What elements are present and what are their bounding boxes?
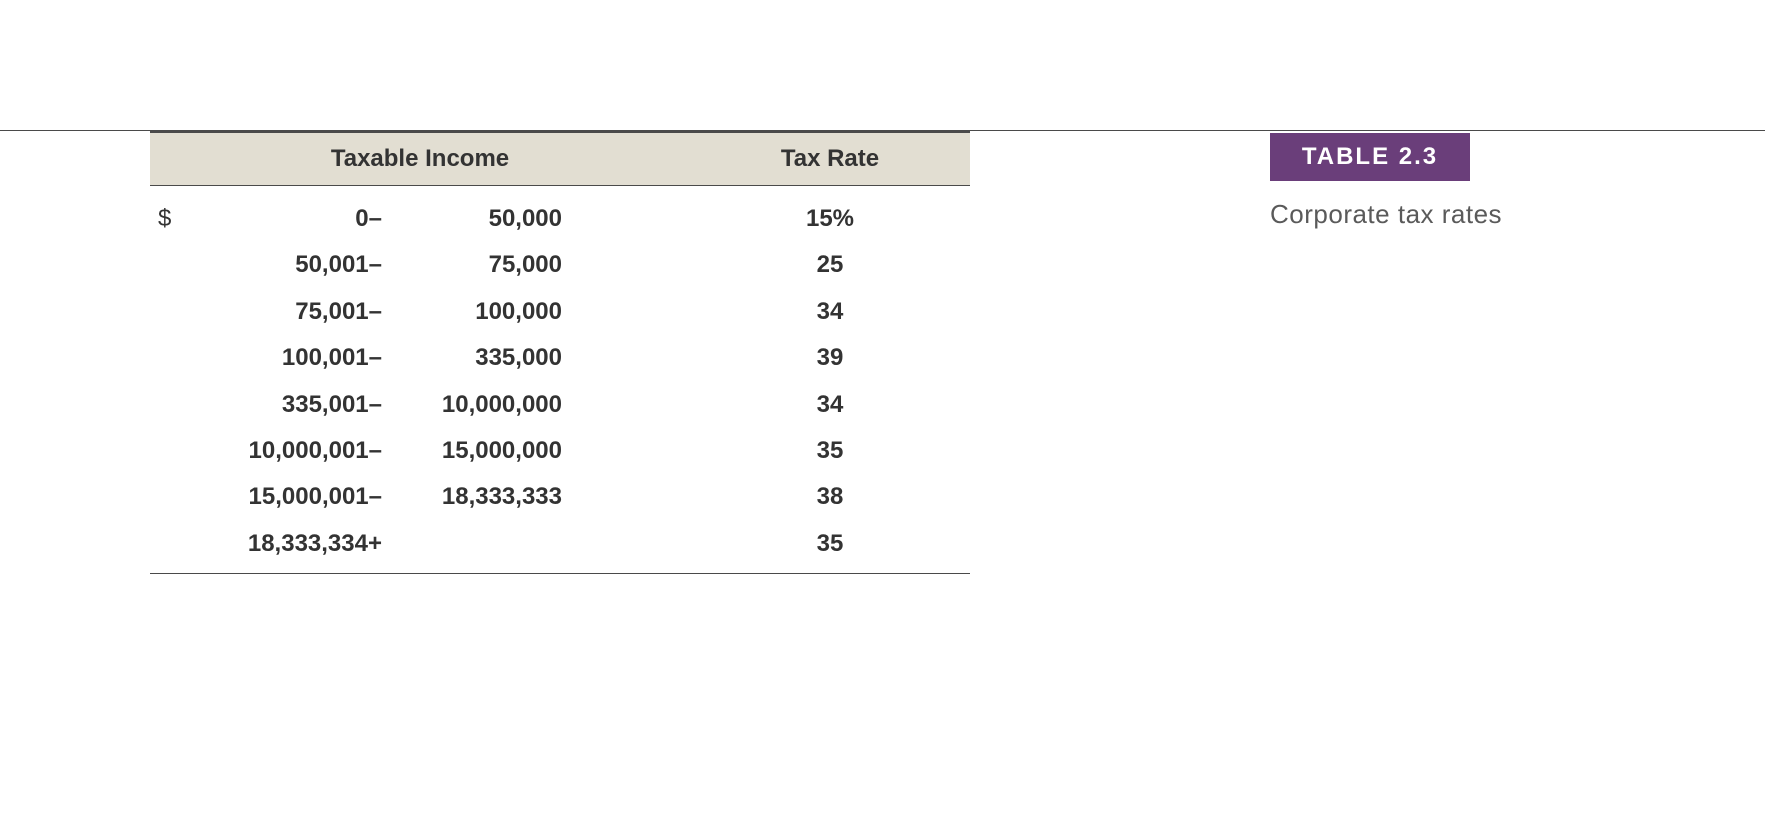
tax-rate: 38	[690, 474, 970, 520]
tax-rate: 39	[690, 335, 970, 381]
table-row: 15,000,001– 18,333,333 38	[150, 474, 970, 520]
income-lower: 10,000,001–	[210, 428, 390, 474]
header-tax-rate: Tax Rate	[690, 132, 970, 186]
currency-symbol: $	[150, 186, 210, 243]
income-upper: 18,333,333	[390, 474, 570, 520]
income-upper: 10,000,000	[390, 382, 570, 428]
income-lower: 15,000,001–	[210, 474, 390, 520]
header-taxable-income: Taxable Income	[150, 132, 690, 186]
income-upper	[390, 521, 570, 574]
tax-rate: 15%	[690, 186, 970, 243]
table-row: 335,001– 10,000,000 34	[150, 382, 970, 428]
table-row: $ 0– 50,000 15%	[150, 186, 970, 243]
table-row: 100,001– 335,000 39	[150, 335, 970, 381]
table-header-row: Taxable Income Tax Rate	[150, 132, 970, 186]
income-upper: 75,000	[390, 242, 570, 288]
table-row: 18,333,334+ 35	[150, 521, 970, 574]
table-row: 10,000,001– 15,000,000 35	[150, 428, 970, 474]
income-upper: 100,000	[390, 289, 570, 335]
tax-rate: 35	[690, 428, 970, 474]
table-caption: Corporate tax rates	[1270, 199, 1502, 230]
tax-rate: 34	[690, 382, 970, 428]
tax-rate: 35	[690, 521, 970, 574]
income-upper: 50,000	[390, 186, 570, 243]
income-lower: 75,001–	[210, 289, 390, 335]
content-wrapper: Taxable Income Tax Rate $ 0– 50,000 15% …	[150, 130, 1765, 574]
tax-rate-table: Taxable Income Tax Rate $ 0– 50,000 15% …	[150, 130, 970, 574]
tax-rate: 34	[690, 289, 970, 335]
income-lower: 0–	[210, 186, 390, 243]
table-sidebar: TABLE 2.3 Corporate tax rates	[1270, 133, 1502, 230]
tax-rate: 25	[690, 242, 970, 288]
income-lower: 335,001–	[210, 382, 390, 428]
income-lower: 18,333,334+	[210, 521, 390, 574]
income-upper: 15,000,000	[390, 428, 570, 474]
income-upper: 335,000	[390, 335, 570, 381]
table-row: 75,001– 100,000 34	[150, 289, 970, 335]
table-number-label: TABLE 2.3	[1270, 133, 1470, 181]
table-row: 50,001– 75,000 25	[150, 242, 970, 288]
income-lower: 50,001–	[210, 242, 390, 288]
income-lower: 100,001–	[210, 335, 390, 381]
